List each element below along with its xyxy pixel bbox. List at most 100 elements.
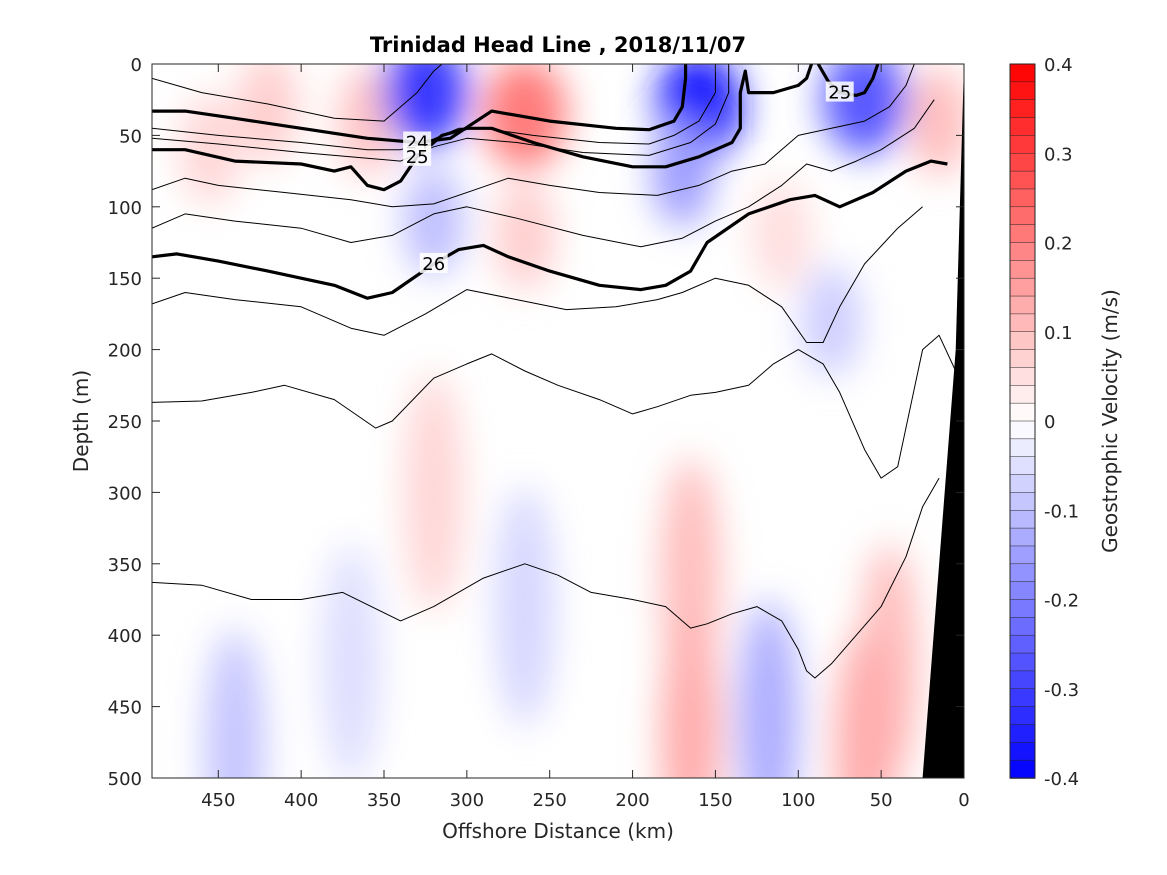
y-axis: 0 50 100 150 200 250 300 350 400 450 500: [108, 55, 964, 790]
y-tick-label: 0: [131, 55, 142, 76]
velocity-patch-6: [494, 180, 555, 291]
seafloor-bathymetry: [922, 64, 964, 778]
velocity-patch-21: [834, 629, 895, 778]
colorbar-band: [1009, 474, 1036, 494]
colorbar-band: [1009, 438, 1036, 458]
velocity-patch-15: [204, 629, 265, 778]
x-tick-label: 400: [284, 790, 318, 811]
colorbar-band: [1009, 456, 1036, 476]
colorbar-tick-label: -0.3: [1044, 680, 1079, 701]
velocity-patch-11: [801, 266, 862, 377]
x-tick-label: 350: [367, 790, 401, 811]
contour-label-2: 25: [828, 83, 851, 104]
colorbar-band: [1009, 277, 1036, 297]
velocity-patch-16: [494, 486, 555, 727]
velocity-patch-18: [660, 615, 721, 778]
colorbar-band: [1009, 510, 1036, 529]
colorbar-band: [1009, 563, 1036, 583]
colorbar-band: [1009, 670, 1036, 690]
colorbar-band: [1009, 742, 1036, 761]
colorbar-band: [1009, 688, 1036, 708]
velocity-patch-8: [652, 116, 713, 227]
contour-label-3: 26: [422, 254, 445, 275]
density-contour-9: [152, 206, 923, 343]
x-axis: 450 400 350 300 250 200 150 100 50 0: [201, 64, 970, 811]
colorbar-band: [1009, 545, 1036, 565]
x-tick-label: 250: [533, 790, 567, 811]
colorbar-band: [1009, 188, 1036, 208]
colorbar-band: [1009, 652, 1036, 672]
colorbar-band: [1009, 385, 1036, 404]
density-contour-11: [152, 477, 940, 679]
velocity-patch-1: [180, 94, 240, 205]
y-tick-label: 400: [108, 626, 142, 647]
density-contour-3: [152, 159, 948, 300]
y-tick-label: 200: [108, 341, 142, 362]
colorbar-band: [1009, 63, 1036, 83]
x-tick-label: 200: [615, 790, 649, 811]
colorbar-tick-label: -0.1: [1044, 501, 1079, 522]
colorbar-band: [1009, 617, 1036, 636]
x-tick-label: 0: [958, 790, 969, 811]
colorbar-tick-label: 0: [1044, 412, 1055, 433]
colorbar-band: [1009, 599, 1036, 619]
colorbar-tick-label: -0.2: [1044, 591, 1079, 612]
chart-title: Trinidad Head Line , 2018/11/07: [370, 33, 746, 57]
x-tick-label: 100: [781, 790, 815, 811]
density-contour-4: [152, 64, 443, 122]
colorbar-band: [1009, 527, 1036, 547]
colorbar-tick-label: 0.2: [1044, 234, 1073, 255]
density-contour-6: [152, 64, 730, 162]
colorbar-band: [1009, 224, 1036, 244]
y-tick-label: 350: [108, 555, 142, 576]
colorbar-band: [1009, 242, 1036, 262]
velocity-patch-5: [482, 64, 567, 169]
velocity-patch-2: [337, 66, 398, 177]
colorbar-band: [1009, 135, 1036, 154]
colorbar: [1009, 63, 1036, 779]
colorbar-tick-label: -0.4: [1044, 769, 1079, 790]
velocity-patch-19: [738, 600, 799, 778]
colorbar-band: [1009, 260, 1036, 279]
colorbar-band: [1009, 99, 1036, 119]
velocity-patch-12: [909, 66, 964, 177]
contour-label-1: 25: [406, 147, 429, 168]
density-contour-0: [152, 64, 688, 145]
density-contour-10: [152, 334, 957, 479]
colorbar-band: [1009, 492, 1036, 511]
y-tick-label: 300: [108, 483, 142, 504]
density-contour-2: [816, 64, 880, 98]
colorbar-ticks: 0.4 0.3 0.2 0.1 0 -0.1 -0.2 -0.3 -0.4: [1044, 55, 1079, 790]
x-tick-label: 150: [698, 790, 732, 811]
velocity-patch-3: [383, 64, 468, 148]
colorbar-tick-label: 0.4: [1044, 55, 1073, 76]
velocity-patch-0: [238, 64, 298, 162]
colorbar-band: [1009, 581, 1036, 601]
colorbar-band: [1009, 420, 1036, 440]
density-contour-8: [152, 99, 935, 248]
x-tick-label: 50: [870, 790, 893, 811]
density-contour-7: [152, 64, 915, 208]
colorbar-band: [1009, 724, 1036, 744]
colorbar-tick-label: 0.3: [1044, 144, 1073, 165]
velocity-patch-14: [320, 543, 381, 778]
y-tick-label: 150: [108, 269, 142, 290]
colorbar-band: [1009, 634, 1036, 654]
y-tick-label: 450: [108, 698, 142, 719]
y-tick-label: 100: [108, 198, 142, 219]
y-axis-label: Depth (m): [69, 370, 93, 472]
x-tick-label: 300: [450, 790, 484, 811]
velocity-patch-13: [403, 372, 464, 613]
colorbar-label: Geostrophic Velocity (m/s): [1098, 289, 1122, 553]
density-contour-1: [152, 64, 814, 192]
y-tick-label: 250: [108, 412, 142, 433]
colorbar-band: [1009, 706, 1036, 726]
colorbar-band: [1009, 759, 1036, 779]
y-tick-label: 500: [108, 769, 142, 790]
colorbar-band: [1009, 81, 1036, 101]
colorbar-band: [1009, 170, 1036, 190]
velocity-field: [180, 64, 964, 778]
